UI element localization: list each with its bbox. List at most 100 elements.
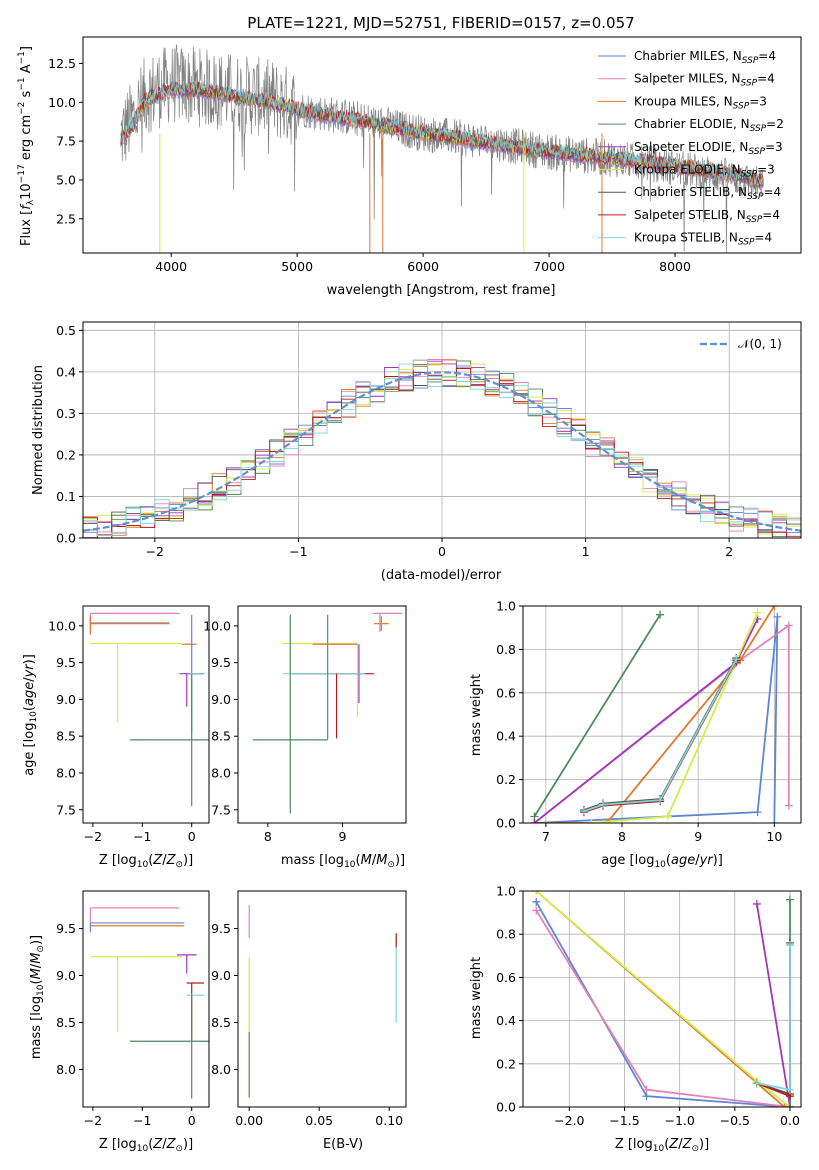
weight-marker bbox=[785, 1103, 794, 1107]
x-tick-label: −1 bbox=[133, 829, 151, 844]
spectrum-legend: Chabrier MILES, NSSP=4 Salpeter MILES, NS… bbox=[598, 49, 784, 248]
y-tick-label: 8.5 bbox=[211, 1015, 231, 1030]
y-tick-label: 8.5 bbox=[211, 729, 231, 744]
x-tick-label: 1 bbox=[582, 544, 590, 559]
spectrum-xlabel: wavelength [Angstrom, rest frame] bbox=[327, 283, 556, 298]
x-tick-label: −1.0 bbox=[664, 1113, 694, 1128]
spectrum-ylabel: Flux [fλ10−17 erg cm−2 s−1 A−1] bbox=[17, 46, 36, 246]
clipped-marks bbox=[248, 905, 397, 1098]
y-tick-label: 0.0 bbox=[496, 1100, 516, 1115]
x-tick-label: −2.0 bbox=[554, 1113, 584, 1128]
panel-mass-vs-ebv: 0.00 0.05 0.10 8.0 8.5 9.0 9.5 E(B-V) bbox=[211, 890, 407, 1152]
x-tick-label: 6000 bbox=[407, 259, 439, 274]
legend-label: 𝒩(0, 1) bbox=[738, 337, 782, 351]
y-tick-label: 0.1 bbox=[56, 489, 76, 504]
age-vs-Z-xlabel: Z [log10(Z/Z⊙)] bbox=[99, 853, 193, 870]
y-tick-label: 9.0 bbox=[56, 692, 76, 707]
x-tick-label: 10 bbox=[766, 829, 782, 844]
legend-label: Salpeter MILES, NSSP=4 bbox=[634, 72, 775, 89]
x-tick-label: 4000 bbox=[155, 259, 187, 274]
y-tick-label: 0.8 bbox=[496, 642, 516, 657]
weight-marker bbox=[752, 899, 761, 908]
weight-marker bbox=[642, 1085, 651, 1094]
y-tick-label: 9.5 bbox=[56, 655, 76, 670]
y-tick-label: 7.5 bbox=[56, 134, 76, 149]
y-tick-label: 0.4 bbox=[496, 729, 516, 744]
y-tick-label: 0.4 bbox=[56, 364, 76, 379]
weight-marker bbox=[780, 1103, 789, 1107]
x-tick-label: −2 bbox=[84, 1113, 102, 1128]
legend-label: Kroupa STELIB, NSSP=4 bbox=[634, 231, 772, 248]
weight-marker bbox=[770, 606, 779, 610]
y-tick-label: 1.0 bbox=[496, 884, 516, 899]
y-tick-label: 0.6 bbox=[496, 970, 516, 985]
plot-frame bbox=[522, 890, 802, 1108]
panel-age-vs-Z: −2 −1 0 7.5 8.0 8.5 9.0 9.5 10.0 Z [log10(Z/Z⊙)]… bbox=[22, 605, 210, 870]
y-tick-label: 9.0 bbox=[211, 692, 231, 707]
weight-vs-Z-plot-area: −2.0 −1.5 −1.0 −0.5 0.0 0.0 0.2 0.4 0.6 0.8 1.0 bbox=[496, 884, 802, 1128]
weight-marker bbox=[602, 819, 611, 823]
y-tick-label: 0.6 bbox=[496, 685, 516, 700]
weight-marker bbox=[753, 808, 762, 817]
y-tick-label: 7.5 bbox=[56, 802, 76, 817]
x-tick-label: 9 bbox=[339, 829, 347, 844]
y-tick-label: 0.0 bbox=[56, 531, 76, 546]
y-tick-label: 12.5 bbox=[48, 56, 76, 71]
plot-frame bbox=[522, 605, 802, 824]
weight-marker bbox=[663, 812, 672, 821]
age-vs-Z-plot-area: −2 −1 0 7.5 8.0 8.5 9.0 9.5 10.0 bbox=[48, 605, 210, 844]
residuals-xlabel: (data-model)/error bbox=[381, 568, 502, 583]
y-tick-label: 1.0 bbox=[496, 599, 516, 614]
spectrum-title: PLATE=1221, MJD=52751, FIBERID=0157, z=0… bbox=[247, 14, 634, 32]
x-tick-label: 0.0 bbox=[780, 1113, 800, 1128]
x-tick-label: 0.10 bbox=[375, 1113, 403, 1128]
y-tick-label: 9.5 bbox=[211, 921, 231, 936]
x-tick-label: −0.5 bbox=[720, 1113, 750, 1128]
mass-vs-Z-xlabel: Z [log10(Z/Z⊙)] bbox=[99, 1137, 193, 1154]
legend-sub: SSP bbox=[750, 124, 767, 134]
y-tick-label: 2.5 bbox=[56, 211, 76, 226]
weight-marker bbox=[785, 1085, 794, 1094]
legend-rest: =4 bbox=[757, 72, 775, 86]
weight-marker bbox=[770, 819, 779, 823]
mass-vs-Z-plot-area: −2 −1 0 8.0 8.5 9.0 9.5 bbox=[56, 890, 210, 1128]
plot-frame bbox=[82, 36, 802, 254]
legend-sub: SSP bbox=[748, 147, 765, 157]
weight-line-5 bbox=[591, 612, 759, 823]
x-tick-label: 7000 bbox=[533, 259, 565, 274]
weight-marker bbox=[532, 891, 541, 895]
clipped-marks bbox=[120, 44, 764, 253]
clipped-marks bbox=[89, 612, 209, 807]
legend-sub: SSP bbox=[747, 192, 764, 202]
y-tick-label: 0.0 bbox=[496, 816, 516, 831]
weight-marker bbox=[785, 895, 794, 904]
legend-sub: SSP bbox=[742, 56, 759, 66]
legend-rest: =3 bbox=[757, 163, 775, 177]
age-vs-mass-plot-area: 8 9 7.5 8.0 8.5 9.0 9.5 10.0 bbox=[203, 605, 407, 844]
spectrum-plot-area: 4000 5000 6000 7000 8000 2.5 5.0 7.5 10.0 12.5 Cha… bbox=[48, 36, 802, 274]
x-tick-label: 9 bbox=[694, 829, 702, 844]
clipped-marks bbox=[83, 359, 801, 538]
legend-rest: =4 bbox=[754, 231, 772, 245]
legend-label: Chabrier STELIB, NSSP=4 bbox=[634, 185, 781, 202]
legend-label: Salpeter ELODIE, NSSP=3 bbox=[634, 140, 783, 157]
age-vs-mass-xlabel: mass [log10(M/M⊙)] bbox=[281, 853, 405, 870]
plot-frame bbox=[82, 605, 210, 824]
mass-vs-Z-ylabel: mass [log10(M/M⊙)] bbox=[29, 935, 46, 1059]
legend-sub: SSP bbox=[741, 170, 758, 180]
residuals-plot-area: −2 −1 0 1 2 0.0 0.1 0.2 0.3 0.4 0.5 𝒩(0, 1) bbox=[56, 321, 802, 559]
x-tick-label: 0 bbox=[188, 1113, 196, 1128]
weight-line-3 bbox=[535, 891, 791, 1107]
y-tick-label: 10.0 bbox=[203, 618, 231, 633]
clipped-marks bbox=[532, 891, 794, 1107]
x-tick-label: 0.05 bbox=[305, 1113, 333, 1128]
spectrum-model-7 bbox=[120, 81, 764, 184]
y-tick-label: 5.0 bbox=[56, 172, 76, 187]
plot-frame bbox=[237, 605, 407, 824]
clipped-marks bbox=[530, 606, 793, 823]
spectrum-model-8 bbox=[120, 79, 764, 185]
weight-marker bbox=[784, 621, 793, 630]
legend-rest: =4 bbox=[764, 185, 782, 199]
panel-age-vs-mass: 8 9 7.5 8.0 8.5 9.0 9.5 10.0 mass [log10(M/M⊙)] bbox=[203, 605, 407, 870]
weight-marker bbox=[784, 801, 793, 810]
